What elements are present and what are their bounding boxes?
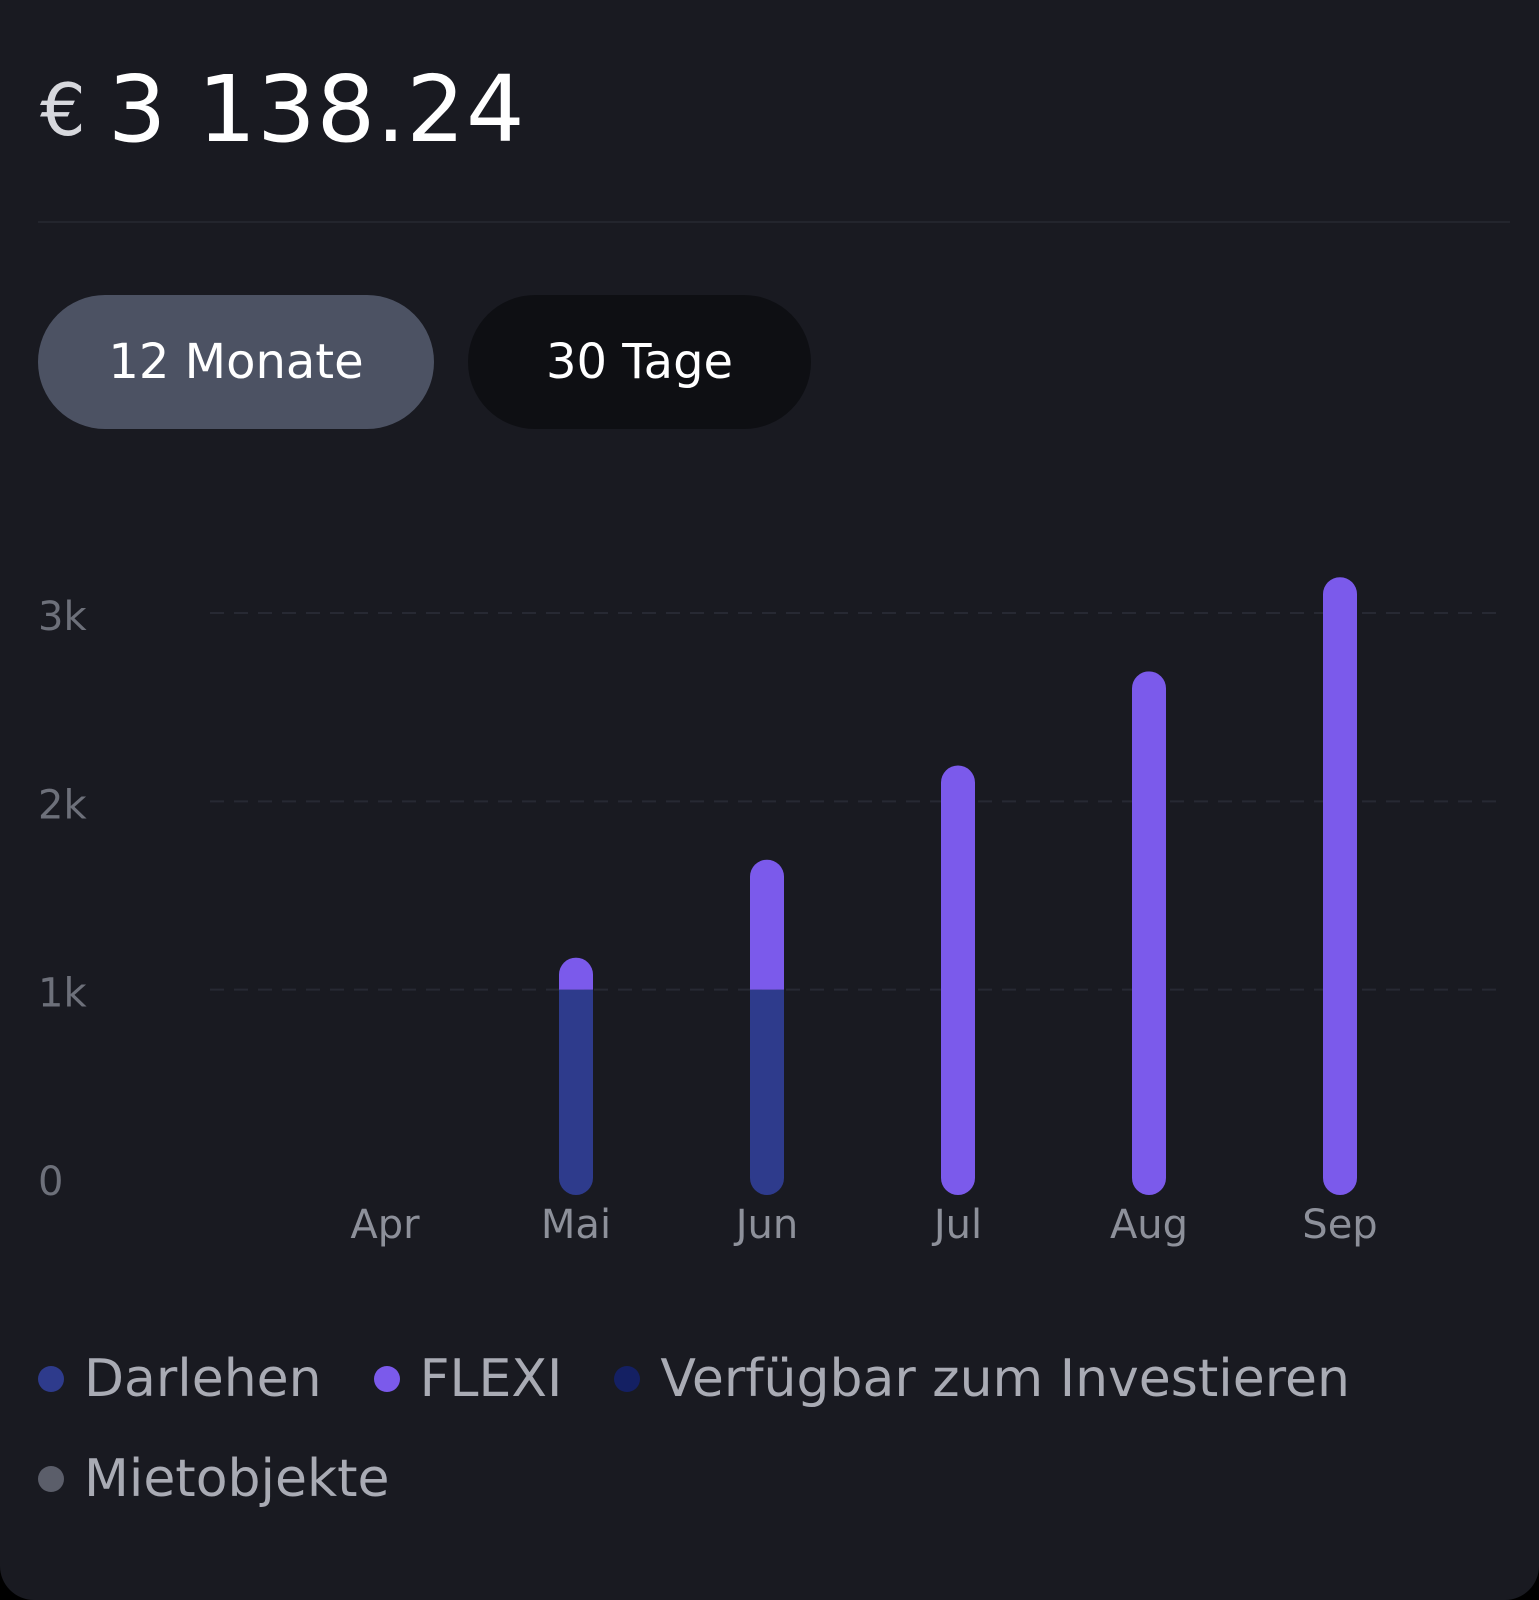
legend-label-darlehen: Darlehen — [84, 1349, 322, 1409]
chart-legend: Darlehen FLEXI Verfügbar zum Investieren… — [38, 1349, 1498, 1509]
legend-label-flexi: FLEXI — [419, 1349, 563, 1409]
legend-dot-flexi — [373, 1366, 400, 1392]
y-tick-label: 2k — [38, 782, 87, 828]
divider — [38, 221, 1510, 223]
legend-label-verfuegbar: Verfügbar zum Investieren — [660, 1349, 1350, 1409]
x-tick-label: Jul — [931, 1202, 982, 1248]
legend-item-flexi[interactable]: FLEXI — [373, 1349, 563, 1409]
tab-12-months-label: 12 Monate — [108, 334, 364, 390]
balance-display: € 3 138.24 — [40, 60, 526, 160]
tab-12-months[interactable]: 12 Monate — [38, 295, 434, 429]
y-tick-label: 1k — [38, 971, 87, 1017]
x-tick-label: Mai — [541, 1202, 611, 1248]
legend-item-darlehen[interactable]: Darlehen — [38, 1349, 322, 1409]
legend-label-mietobjekte: Mietobjekte — [84, 1449, 390, 1509]
x-tick-label: Aug — [1110, 1202, 1188, 1248]
legend-item-mietobjekte[interactable]: Mietobjekte — [38, 1449, 390, 1509]
y-tick-label: 0 — [38, 1159, 63, 1205]
tab-30-days-label: 30 Tage — [545, 334, 734, 390]
legend-dot-darlehen — [38, 1366, 64, 1392]
bar-chart: 0 1k 2k 3k Apr Mai Jun Jul Aug Sep — [38, 577, 1500, 1248]
legend-item-verfuegbar[interactable]: Verfügbar zum Investieren — [614, 1349, 1350, 1409]
bar-segment — [1132, 671, 1166, 1195]
bar-segment — [750, 859, 784, 990]
x-tick-label: Sep — [1302, 1202, 1377, 1248]
bar-segment — [559, 957, 593, 990]
y-tick-label: 3k — [38, 594, 87, 640]
legend-dot-mietobjekte — [38, 1466, 64, 1492]
balance-amount: 3 138.24 — [107, 56, 526, 163]
tab-30-days[interactable]: 30 Tage — [468, 295, 811, 429]
bar-segment — [559, 989, 593, 1195]
bar-segment — [1323, 577, 1357, 1195]
legend-dot-verfuegbar — [614, 1366, 641, 1392]
currency-symbol: € — [40, 68, 86, 152]
x-tick-label: Apr — [350, 1202, 420, 1248]
bar-segment — [750, 989, 784, 1195]
bar-segment — [941, 765, 975, 1195]
x-tick-label: Jun — [733, 1202, 799, 1248]
